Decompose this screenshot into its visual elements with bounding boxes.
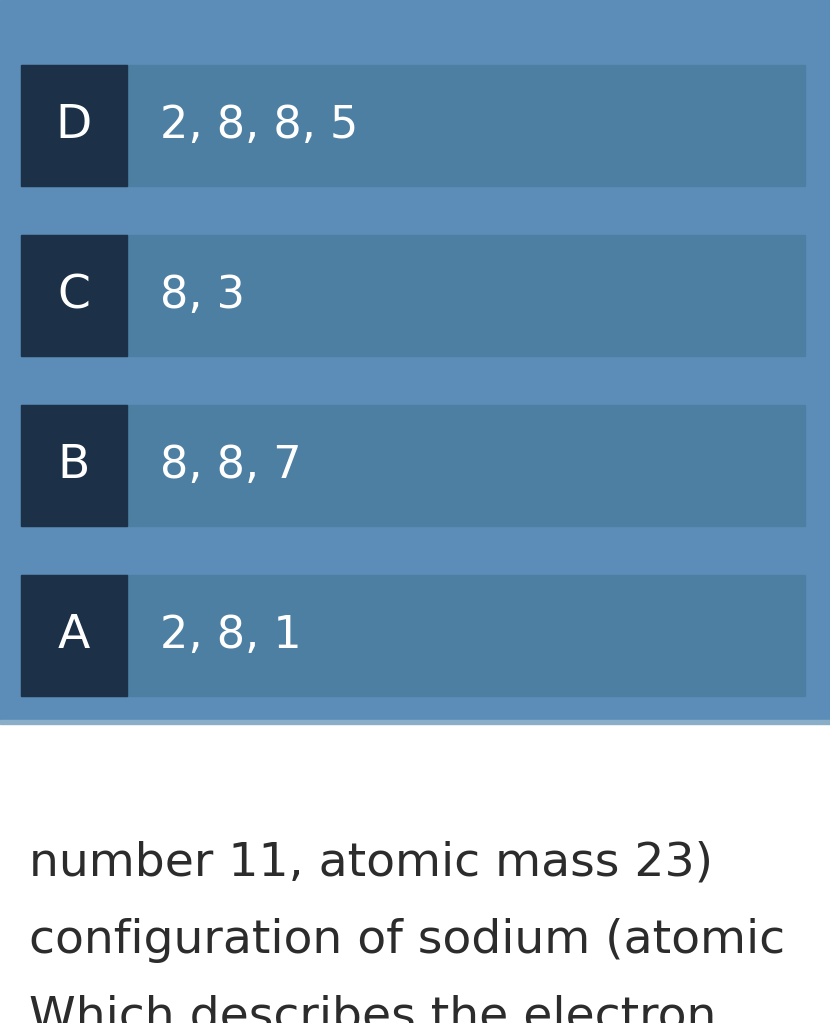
Text: number 11, atomic mass 23): number 11, atomic mass 23) [29, 841, 713, 886]
Bar [0, 0, 830, 721]
Text: 2, 8, 1: 2, 8, 1 [160, 614, 301, 657]
Text: configuration of sodium (atomic: configuration of sodium (atomic [29, 918, 785, 963]
Text: D: D [56, 103, 92, 148]
Text: A: A [57, 613, 90, 658]
Bar [21, 575, 805, 696]
Bar [21, 405, 127, 526]
Bar [21, 235, 127, 356]
Text: B: B [57, 443, 90, 488]
Bar [21, 65, 127, 186]
Bar [21, 65, 805, 186]
Bar [21, 575, 127, 696]
Bar [0, 721, 830, 1023]
Bar [0, 720, 830, 724]
Text: C: C [57, 273, 90, 318]
Text: 8, 3: 8, 3 [160, 274, 245, 317]
Bar [21, 235, 805, 356]
Text: 8, 8, 7: 8, 8, 7 [160, 444, 301, 487]
Text: 2, 8, 8, 5: 2, 8, 8, 5 [160, 104, 358, 147]
Text: Which describes the electron: Which describes the electron [29, 994, 716, 1023]
Bar [21, 405, 805, 526]
